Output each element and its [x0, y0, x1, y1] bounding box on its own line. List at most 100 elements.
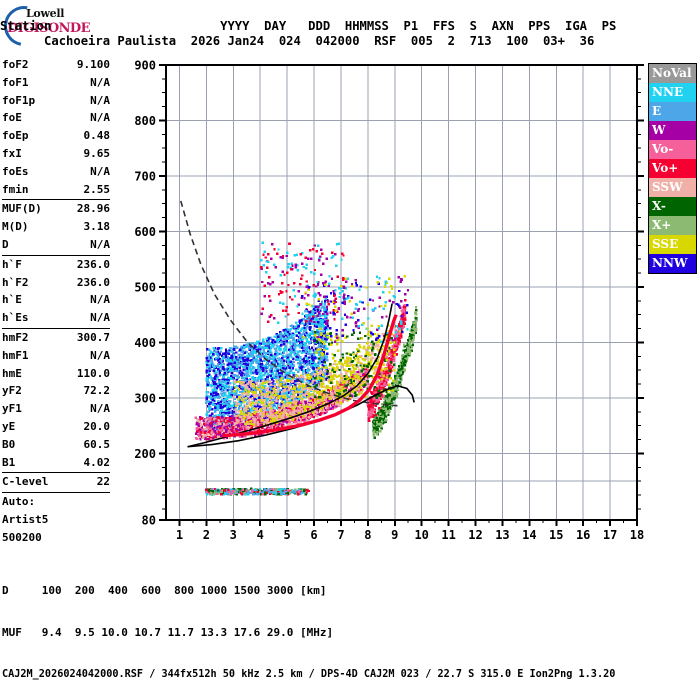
scatter-point [321, 332, 323, 334]
scatter-point [247, 489, 249, 491]
scatter-point [325, 312, 327, 314]
scatter-point [312, 375, 314, 377]
scatter-point [302, 392, 304, 394]
scatter-point [239, 424, 241, 426]
scatter-point [323, 328, 325, 330]
scatter-point [228, 424, 230, 426]
scatter-point [288, 401, 290, 403]
scatter-point [226, 356, 228, 358]
scatter-point [209, 429, 211, 431]
scatter-point [299, 406, 301, 408]
scatter-point [300, 488, 302, 490]
scatter-point [233, 426, 235, 428]
scatter-point [241, 421, 243, 423]
scatter-point [347, 380, 349, 382]
scatter-point [276, 344, 278, 346]
scatter-point [230, 375, 232, 377]
scatter-point [215, 392, 217, 394]
scatter-point [291, 410, 293, 412]
scatter-point [244, 416, 246, 418]
scatter-point [264, 421, 266, 423]
scatter-point [261, 492, 263, 494]
scatter-point [300, 383, 302, 385]
scatter-point [223, 368, 225, 370]
scatter-point [286, 489, 288, 491]
scatter-point [365, 383, 367, 385]
scatter-point [235, 410, 237, 412]
scatter-point [275, 377, 277, 379]
scatter-point [229, 357, 231, 359]
scatter-point [260, 418, 262, 420]
scatter-point [292, 410, 294, 412]
scatter-point [284, 401, 286, 403]
scatter-point [297, 411, 299, 413]
scatter-point [301, 386, 303, 388]
scatter-point [268, 337, 270, 339]
scatter-point [258, 493, 260, 495]
scatter-point [266, 352, 268, 354]
scatter-point [312, 349, 314, 351]
scatter-point [227, 426, 229, 428]
scatter-point [301, 379, 303, 381]
scatter-point [211, 488, 213, 490]
scatter-point [220, 490, 222, 492]
scatter-point [225, 355, 227, 357]
scatter-point [238, 360, 240, 362]
scatter-point [250, 354, 252, 356]
scatter-point [324, 370, 326, 372]
scatter-point [266, 392, 268, 394]
scatter-point [274, 375, 276, 377]
scatter-point [306, 315, 308, 317]
scatter-point [307, 406, 309, 408]
scatter-point [384, 359, 386, 361]
scatter-point [257, 367, 259, 369]
scatter-point [225, 421, 227, 423]
scatter-point [208, 423, 210, 425]
scatter-point [306, 334, 308, 336]
scatter-point [361, 370, 363, 372]
scatter-point [256, 372, 258, 374]
scatter-point [313, 381, 315, 383]
scatter-point [321, 322, 323, 324]
scatter-point [309, 353, 311, 355]
scatter-point [296, 412, 298, 414]
scatter-point [279, 337, 281, 339]
scatter-point [306, 349, 308, 351]
scatter-point [287, 489, 289, 491]
grid-lines [166, 65, 637, 520]
scatter-point [309, 353, 311, 355]
scatter-point [312, 338, 314, 340]
scatter-point [221, 380, 223, 382]
scatter-point [243, 418, 245, 420]
scatter-point [216, 419, 218, 421]
scatter-point [268, 491, 270, 493]
scatter-point [288, 416, 290, 418]
scatter-point [208, 421, 210, 423]
scatter-point [226, 492, 228, 494]
scatter-point [287, 331, 289, 333]
scatter-point [253, 421, 255, 423]
scatter-point [291, 388, 293, 390]
scatter-point [260, 352, 262, 354]
scatter-point [355, 387, 357, 389]
scatter-point [314, 401, 316, 403]
scatter-point [260, 417, 262, 419]
scatter-point [238, 429, 240, 431]
scatter-point [211, 493, 213, 495]
scatter-point [244, 429, 246, 431]
scatter-point [270, 399, 272, 401]
scatter-point [283, 490, 285, 492]
scatter-point [262, 430, 264, 432]
scatter-point [272, 415, 274, 417]
scatter-point [351, 388, 353, 390]
scatter-point [294, 418, 296, 420]
scatter-point [274, 347, 276, 349]
scatter-point [237, 388, 239, 390]
scatter-point [208, 490, 210, 492]
scatter-point [248, 418, 250, 420]
scatter-point [331, 390, 333, 392]
scatter-point [254, 419, 256, 421]
scatter-point [263, 406, 265, 408]
scatter-point [214, 410, 216, 412]
